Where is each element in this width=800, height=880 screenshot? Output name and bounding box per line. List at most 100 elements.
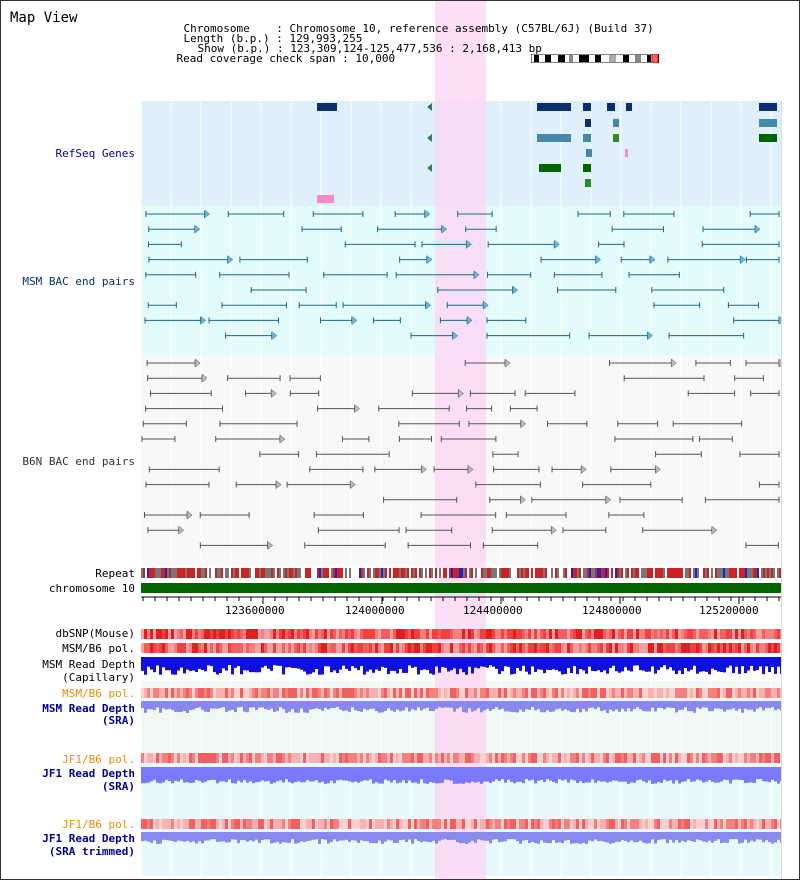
heat-cell — [546, 629, 549, 639]
heat-cell — [489, 643, 492, 653]
repeat-segment — [529, 568, 531, 578]
heat-cell — [516, 688, 519, 698]
refseq-genes-label[interactable]: RefSeq Genes — [55, 147, 135, 160]
depth-bar — [240, 657, 243, 675]
vertical-scrollbar[interactable] — [781, 101, 799, 879]
heat-cell — [504, 629, 507, 639]
heat-cell — [363, 629, 366, 639]
depth-bar — [708, 767, 711, 781]
depth-bar — [282, 701, 285, 710]
depth-bar — [507, 832, 510, 840]
chromosome-ideogram[interactable] — [531, 54, 659, 63]
depth-bar — [645, 767, 648, 783]
jf1-read-depth-trimmed-label[interactable]: JF1 Read Depth — [42, 832, 135, 845]
heat-cell — [708, 643, 711, 653]
jf1-read-depth-sra-label[interactable]: JF1 Read Depth — [42, 767, 135, 780]
depth-bar — [306, 767, 309, 781]
depth-bar — [237, 767, 240, 781]
depth-bar — [720, 767, 723, 782]
heat-cell — [435, 753, 438, 763]
msm-b6-pol-label[interactable]: MSM/B6 pol. — [62, 642, 135, 655]
dbsnp-label[interactable]: dbSNP(Mouse) — [55, 627, 135, 640]
heat-cell — [339, 629, 342, 639]
depth-bar — [735, 657, 738, 667]
jf1-b6-pol-label[interactable]: JF1/B6 pol. — [62, 753, 135, 766]
heat-cell — [267, 688, 270, 698]
heat-cell — [630, 688, 633, 698]
depth-bar — [378, 832, 381, 841]
heat-cell — [513, 643, 516, 653]
heat-cell — [399, 629, 402, 639]
depth-bar — [609, 832, 612, 844]
heat-cell — [180, 753, 183, 763]
depth-bar — [516, 832, 519, 842]
depth-bar — [681, 832, 684, 841]
heat-cell — [468, 629, 471, 639]
depth-bar — [336, 767, 339, 781]
depth-bar — [609, 701, 612, 710]
heat-cell — [504, 643, 507, 653]
msm-bac-end-pairs-label[interactable]: MSM BAC end pairs — [22, 275, 135, 288]
repeat-segment — [519, 568, 521, 578]
heat-cell — [543, 643, 546, 653]
heat-cell — [210, 629, 213, 639]
depth-bar — [333, 832, 336, 840]
heat-cell — [297, 753, 300, 763]
depth-bar — [534, 767, 537, 784]
heat-cell — [495, 819, 498, 829]
heat-cell — [207, 629, 210, 639]
depth-bar — [480, 701, 483, 713]
bac-end-arrow — [426, 255, 433, 265]
heat-cell — [681, 819, 684, 829]
depth-bar — [270, 657, 273, 671]
msm-read-depth-sra-label[interactable]: MSM Read Depth — [42, 702, 135, 715]
heat-cell — [252, 688, 255, 698]
depth-bar — [297, 701, 300, 713]
depth-bar — [498, 657, 501, 674]
repeat-segment — [253, 568, 255, 578]
msm-read-depth-capillary-label[interactable]: MSM Read Depth — [42, 658, 135, 671]
heat-cell — [498, 753, 501, 763]
heat-cell — [603, 643, 606, 653]
heat-cell — [252, 819, 255, 829]
repeat-segment — [143, 568, 145, 578]
depth-bar — [528, 767, 531, 781]
depth-bar — [531, 701, 534, 708]
heat-cell — [405, 643, 408, 653]
depth-bar — [180, 657, 183, 668]
heat-cell — [741, 753, 744, 763]
repeat-segment — [287, 568, 289, 578]
heat-cell — [195, 819, 198, 829]
b6n-bac-end-pairs-label[interactable]: B6N BAC end pairs — [22, 455, 135, 468]
repeat-segment — [753, 568, 755, 578]
heat-cell — [435, 643, 438, 653]
heat-cell — [618, 643, 621, 653]
repeat-segment — [215, 568, 217, 578]
depth-bar — [678, 767, 681, 784]
depth-bar — [285, 657, 288, 668]
depth-bar — [588, 832, 591, 841]
heat-cell — [342, 819, 345, 829]
depth-bar — [261, 767, 264, 781]
heat-cell — [327, 688, 330, 698]
bac-end-arrow — [482, 300, 489, 310]
depth-bar — [462, 657, 465, 673]
heat-cell — [501, 629, 504, 639]
depth-bar — [390, 657, 393, 671]
repeat-segment — [243, 568, 245, 578]
heat-cell — [441, 819, 444, 829]
heat-cell — [765, 629, 768, 639]
repeat-segment — [517, 568, 519, 578]
heat-cell — [189, 629, 192, 639]
heat-cell — [201, 819, 204, 829]
heat-cell — [486, 643, 489, 653]
heat-cell — [141, 643, 144, 653]
depth-bar — [504, 701, 507, 712]
depth-bar — [207, 767, 210, 781]
gene-feature — [317, 103, 337, 111]
jf1-b6-pol-trimmed-label[interactable]: JF1/B6 pol. — [62, 818, 135, 831]
msm-b6-pol-sra-label[interactable]: MSM/B6 pol. — [62, 687, 135, 700]
heat-cell — [420, 688, 423, 698]
repeat-label[interactable]: Repeat — [95, 567, 135, 580]
heat-cell — [387, 819, 390, 829]
